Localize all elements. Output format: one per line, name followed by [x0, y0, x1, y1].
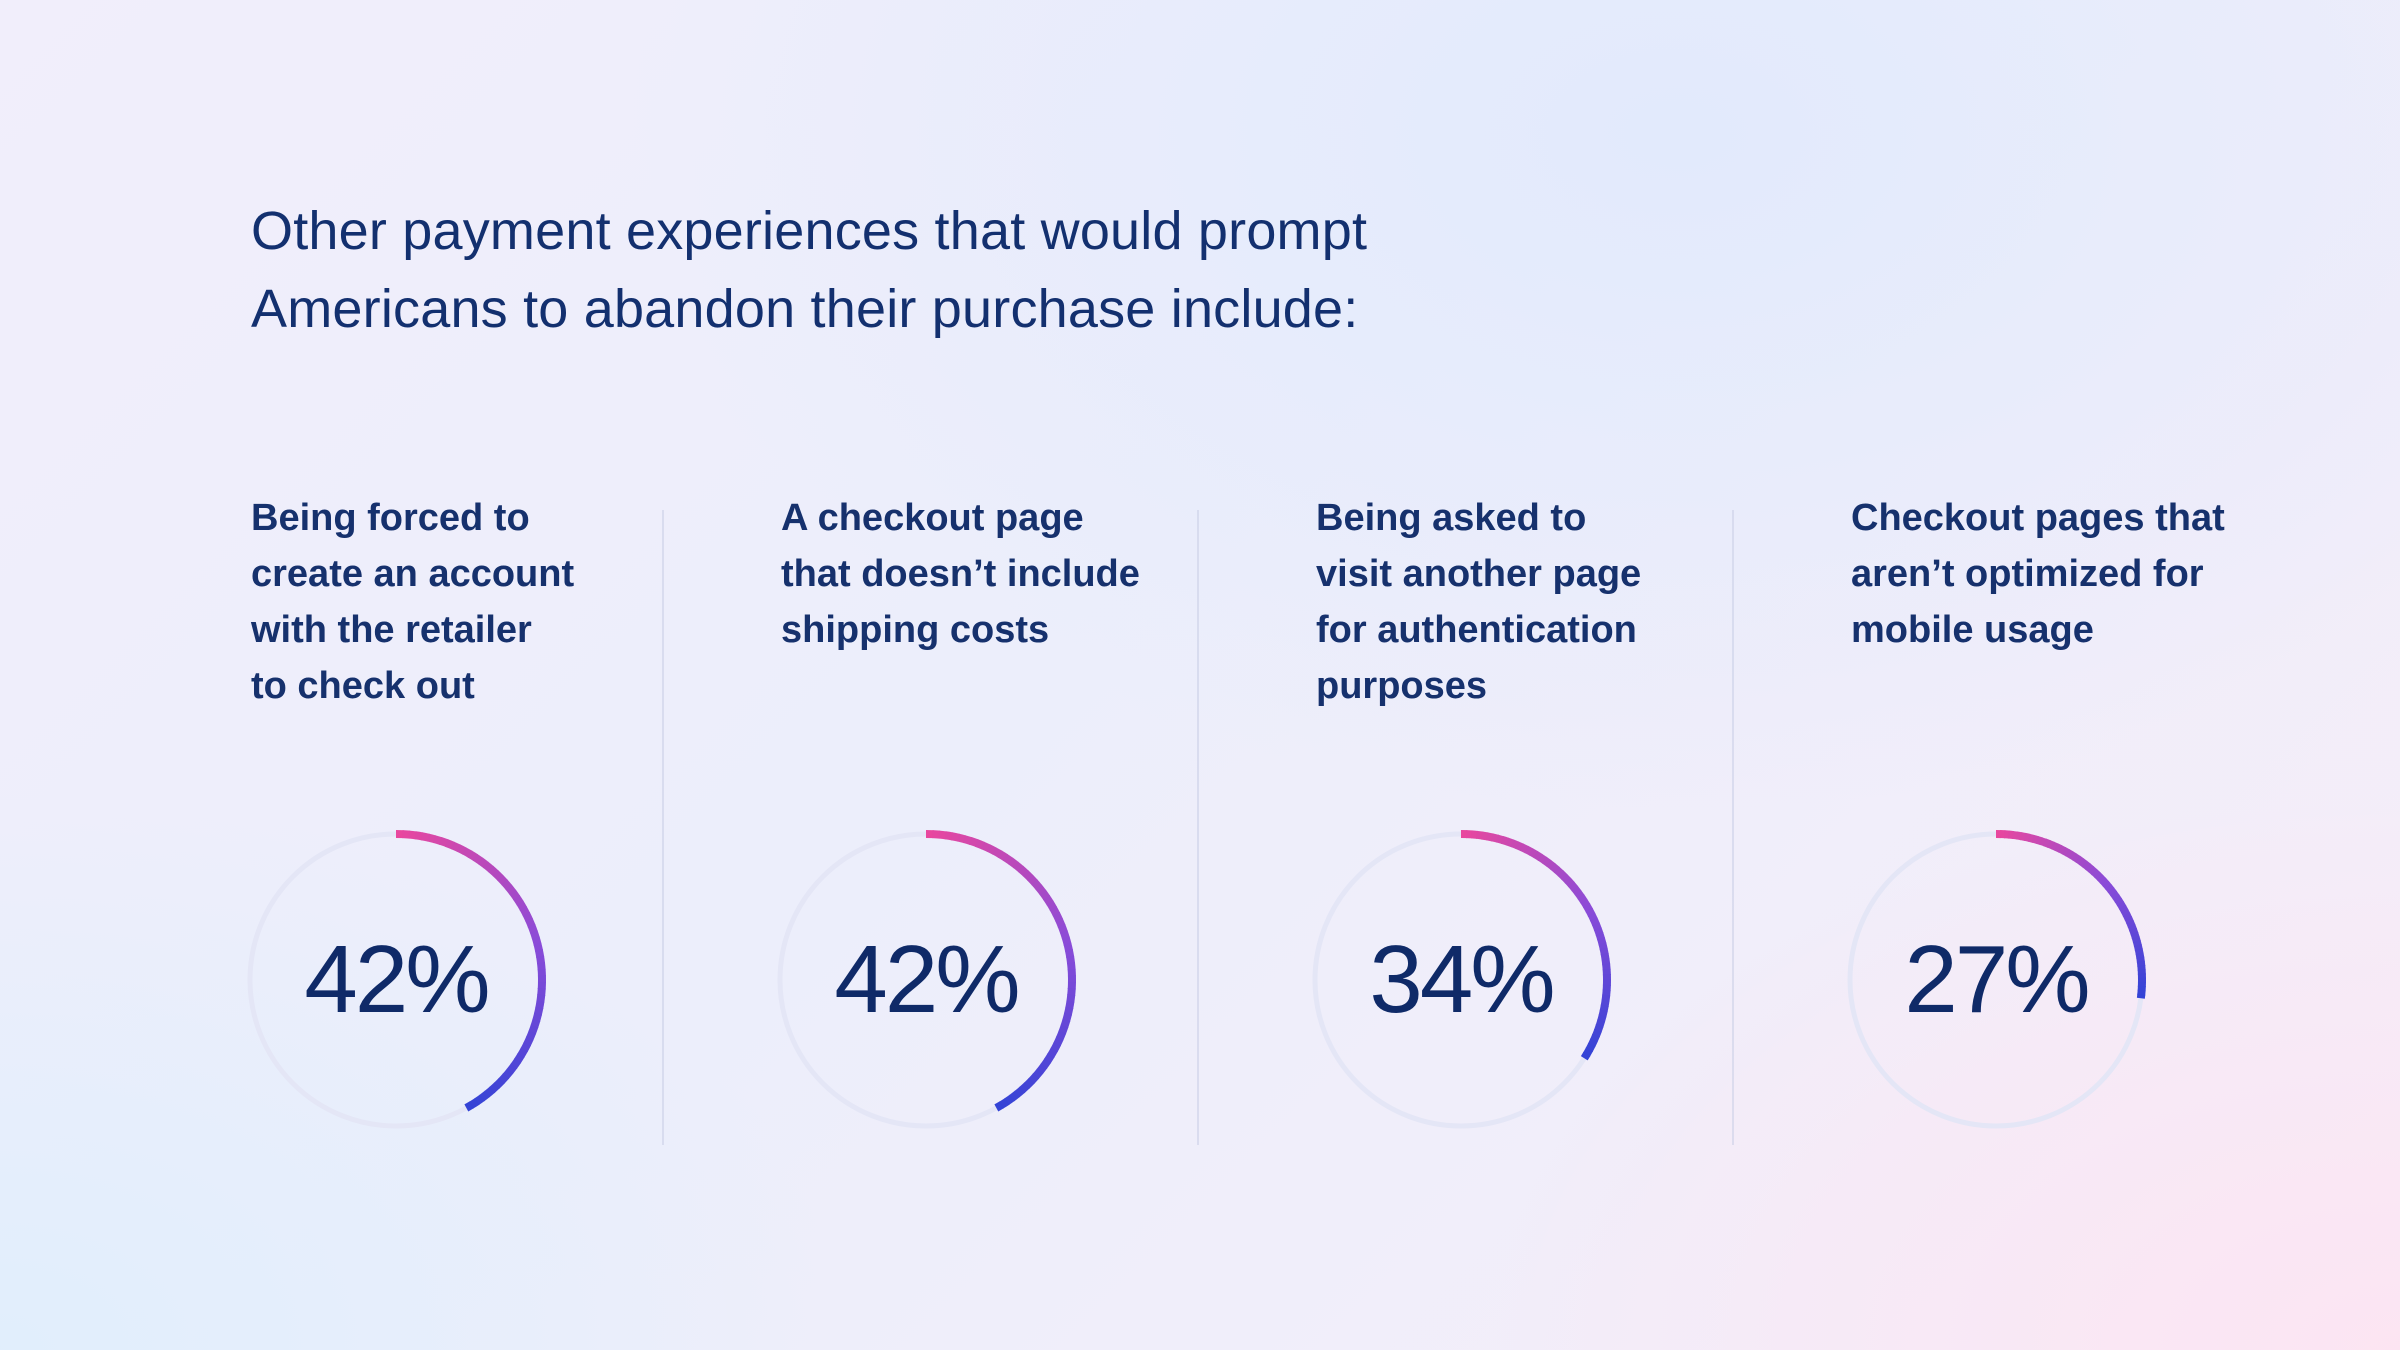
stat-label-line: for authentication: [1316, 609, 1637, 651]
donut-value-arc: [395, 830, 546, 1112]
donut-ring: [1847, 829, 2146, 1129]
donut-value-arc: [1460, 829, 1612, 1061]
donut-value-label: 42%: [304, 926, 490, 1033]
donut-value-arc: [1995, 829, 2146, 999]
stat-label-line: Being forced to: [251, 497, 530, 539]
donut-value-label: 42%: [834, 926, 1020, 1033]
stat-label-line: mobile usage: [1851, 609, 2094, 651]
column-divider-3: [1732, 510, 1734, 1145]
donut-value-arc: [925, 830, 1076, 1112]
donut-chart: 34%: [1311, 829, 1612, 1130]
stat-card: A checkout page that doesn’t include shi…: [777, 490, 1221, 1150]
donut-ring: [1312, 829, 1612, 1129]
stat-label-line: that doesn’t include: [781, 553, 1140, 595]
stat-label-line: purposes: [1316, 665, 1488, 707]
stat-label-line: shipping costs: [781, 609, 1050, 651]
donut-arc-segment: [1580, 1051, 1591, 1061]
donut-ring: [777, 830, 1076, 1129]
column-divider-1: [662, 510, 664, 1145]
stat-label: Being forced to create an account with t…: [251, 490, 691, 714]
stat-label-line: Checkout pages that: [1851, 497, 2225, 539]
donut-chart: 42%: [776, 830, 1076, 1130]
stat-label-line: aren’t optimized for: [1851, 553, 2204, 595]
stat-label: A checkout page that doesn’t include shi…: [781, 490, 1221, 658]
donut-arc-segment: [464, 1101, 474, 1112]
stat-label-line: A checkout page: [781, 497, 1084, 539]
stat-label-line: to check out: [251, 665, 475, 707]
donut-arc-segment: [994, 1101, 1004, 1112]
stat-label-line: Being asked to: [1316, 497, 1587, 539]
donut-value-label: 27%: [1904, 926, 2090, 1033]
stat-label: Checkout pages that aren’t optimized for…: [1851, 490, 2291, 658]
page-title: Other payment experiences that would pro…: [251, 192, 1551, 348]
stat-card: Being asked to visit another page for au…: [1312, 490, 1756, 1150]
stat-label-line: with the retailer: [251, 609, 532, 651]
donut-chart: 42%: [246, 830, 546, 1130]
column-divider-2: [1197, 510, 1199, 1145]
donut-ring: [247, 830, 546, 1129]
stat-card: Being forced to create an account with t…: [247, 490, 691, 1150]
stat-label-line: visit another page: [1316, 553, 1642, 595]
donut-value-label: 34%: [1369, 926, 1555, 1033]
stat-card: Checkout pages that aren’t optimized for…: [1847, 490, 2291, 1150]
stat-label: Being asked to visit another page for au…: [1316, 490, 1756, 714]
page-title-line-2: Americans to abandon their purchase incl…: [251, 279, 1359, 339]
stat-label-line: create an account: [251, 553, 575, 595]
page-title-line-1: Other payment experiences that would pro…: [251, 201, 1368, 261]
donut-chart: 27%: [1846, 829, 2146, 1130]
